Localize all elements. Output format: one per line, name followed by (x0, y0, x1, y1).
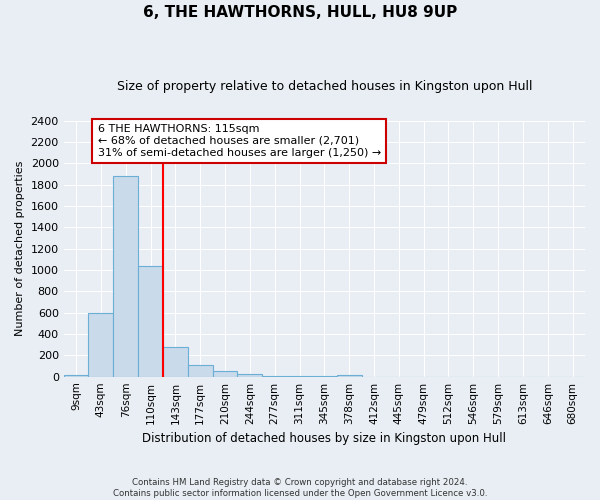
Bar (88, 312, 113, 376)
Bar (337, 374, 362, 376)
Bar (188, 365, 212, 376)
Y-axis label: Number of detached properties: Number of detached properties (15, 161, 25, 336)
Bar (238, 374, 262, 376)
Bar (64, 374, 88, 376)
Bar (212, 372, 238, 376)
Text: 6, THE HAWTHORNS, HULL, HU8 9UP: 6, THE HAWTHORNS, HULL, HU8 9UP (143, 5, 457, 20)
Bar (138, 266, 163, 376)
Bar (113, 176, 138, 376)
Title: Size of property relative to detached houses in Kingston upon Hull: Size of property relative to detached ho… (116, 80, 532, 93)
Text: 6 THE HAWTHORNS: 115sqm
← 68% of detached houses are smaller (2,701)
31% of semi: 6 THE HAWTHORNS: 115sqm ← 68% of detache… (98, 124, 381, 158)
Text: Contains HM Land Registry data © Crown copyright and database right 2024.
Contai: Contains HM Land Registry data © Crown c… (113, 478, 487, 498)
X-axis label: Distribution of detached houses by size in Kingston upon Hull: Distribution of detached houses by size … (142, 432, 506, 445)
Bar (163, 347, 188, 376)
